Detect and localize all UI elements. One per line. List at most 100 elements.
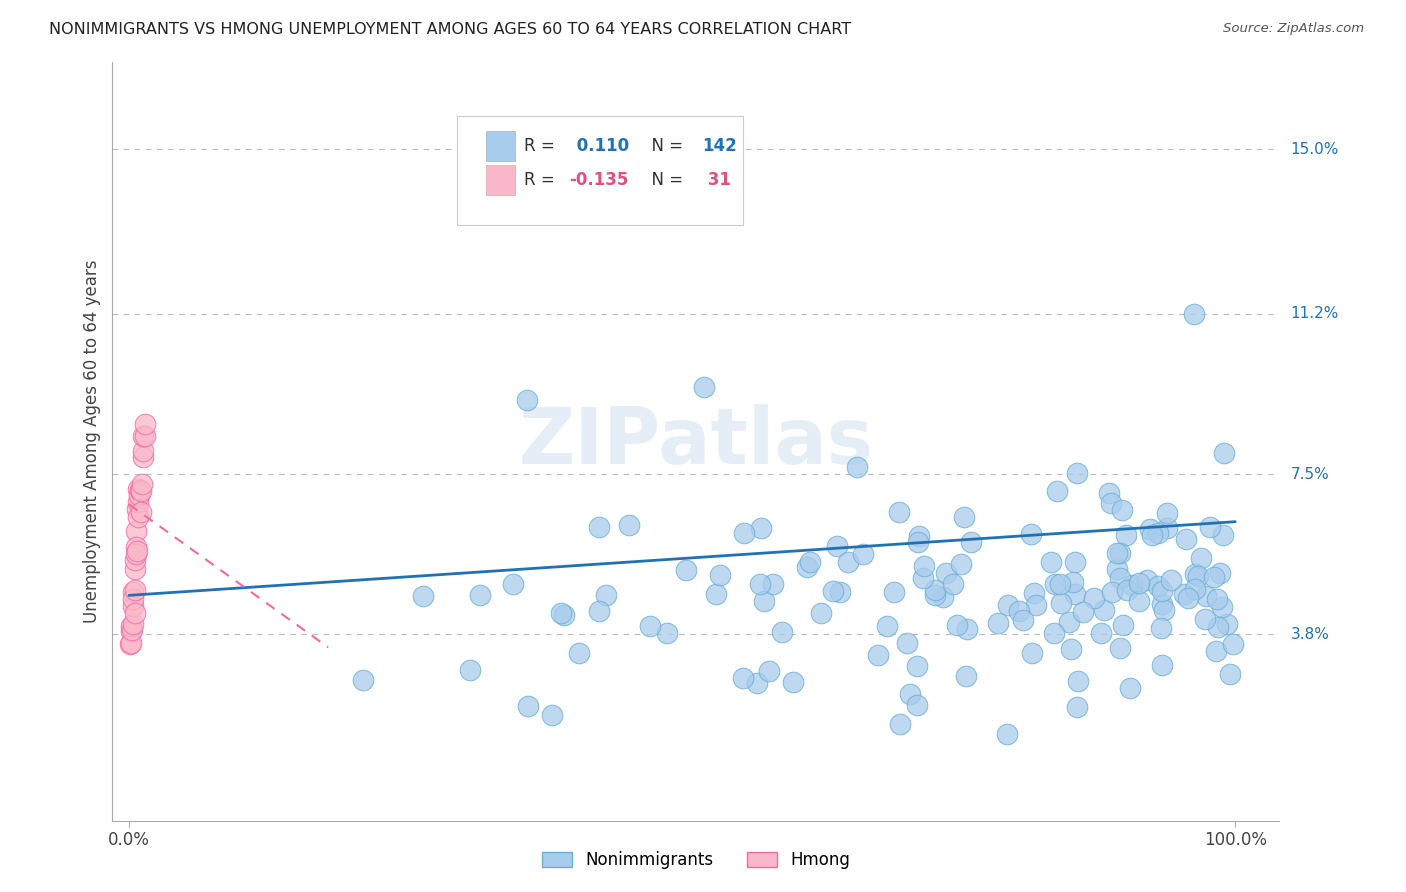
Point: [1022, 586, 1045, 600]
Text: -0.135: -0.135: [569, 171, 628, 189]
Point: [912, 559, 935, 574]
Point: [1062, 575, 1084, 590]
Point: [617, 518, 640, 533]
Point: [955, 669, 977, 683]
Point: [1108, 571, 1130, 585]
Point: [1121, 578, 1143, 592]
Point: [588, 520, 610, 534]
Point: [1021, 526, 1043, 541]
Point: [595, 588, 617, 602]
FancyBboxPatch shape: [486, 130, 515, 161]
Point: [747, 676, 769, 690]
Point: [1211, 599, 1233, 614]
Point: [821, 583, 844, 598]
Text: 31: 31: [702, 171, 731, 189]
Point: [516, 393, 538, 408]
Point: [550, 606, 572, 620]
Point: [1206, 592, 1229, 607]
Point: [709, 567, 731, 582]
Point: [120, 636, 142, 650]
Point: [1046, 484, 1069, 499]
Point: [995, 727, 1018, 741]
Point: [129, 504, 152, 518]
Text: 142: 142: [702, 136, 737, 155]
Point: [1092, 603, 1115, 617]
Point: [1202, 570, 1225, 584]
Point: [1128, 594, 1150, 608]
Point: [1136, 573, 1159, 587]
Point: [468, 588, 491, 602]
Point: [1150, 597, 1173, 611]
Point: [134, 428, 156, 442]
Point: [120, 636, 142, 650]
Point: [852, 547, 875, 561]
Point: [132, 450, 155, 465]
Point: [1199, 520, 1222, 534]
Point: [122, 585, 145, 599]
Point: [1012, 613, 1035, 627]
Point: [952, 509, 974, 524]
Point: [1184, 566, 1206, 581]
Point: [1205, 644, 1227, 658]
Point: [1150, 621, 1173, 635]
Point: [412, 590, 434, 604]
Point: [1066, 700, 1088, 714]
Point: [1050, 596, 1073, 610]
Point: [845, 460, 868, 475]
Point: [120, 619, 142, 633]
Point: [1206, 620, 1229, 634]
Point: [758, 664, 780, 678]
Text: 11.2%: 11.2%: [1291, 306, 1339, 321]
Point: [1139, 522, 1161, 536]
Text: 7.5%: 7.5%: [1291, 467, 1329, 482]
Point: [1115, 528, 1137, 542]
Point: [1219, 667, 1241, 681]
Point: [1098, 486, 1121, 500]
Point: [127, 501, 149, 516]
Point: [121, 623, 143, 637]
Point: [946, 618, 969, 632]
Point: [1107, 562, 1129, 576]
Point: [124, 562, 146, 576]
Point: [1194, 612, 1216, 626]
Point: [1112, 618, 1135, 632]
Point: [748, 577, 770, 591]
Point: [1064, 587, 1087, 601]
Point: [960, 534, 983, 549]
Point: [825, 539, 848, 553]
Point: [675, 563, 697, 577]
Point: [997, 599, 1019, 613]
Text: 15.0%: 15.0%: [1291, 142, 1339, 157]
Point: [924, 588, 946, 602]
Text: 3.8%: 3.8%: [1291, 627, 1330, 642]
Point: [932, 590, 955, 604]
Point: [124, 524, 146, 538]
Point: [1109, 546, 1132, 560]
Point: [122, 591, 145, 606]
Point: [1177, 591, 1199, 606]
Point: [1111, 502, 1133, 516]
Point: [1101, 585, 1123, 599]
Point: [1156, 506, 1178, 520]
Point: [733, 526, 755, 541]
Point: [950, 557, 973, 571]
Point: [1064, 555, 1087, 569]
Point: [1108, 641, 1130, 656]
Point: [1119, 681, 1142, 695]
Point: [1174, 532, 1197, 546]
Point: [1184, 582, 1206, 596]
Point: [1147, 526, 1170, 541]
Point: [1212, 528, 1234, 542]
Point: [134, 417, 156, 432]
Point: [1008, 604, 1031, 618]
Point: [1083, 591, 1105, 605]
Point: [132, 429, 155, 443]
Point: [1049, 577, 1071, 591]
Point: [912, 571, 935, 585]
Text: 0.110: 0.110: [571, 136, 630, 155]
Point: [655, 625, 678, 640]
Point: [638, 619, 661, 633]
Point: [125, 540, 148, 554]
Point: [799, 555, 821, 569]
Point: [876, 618, 898, 632]
